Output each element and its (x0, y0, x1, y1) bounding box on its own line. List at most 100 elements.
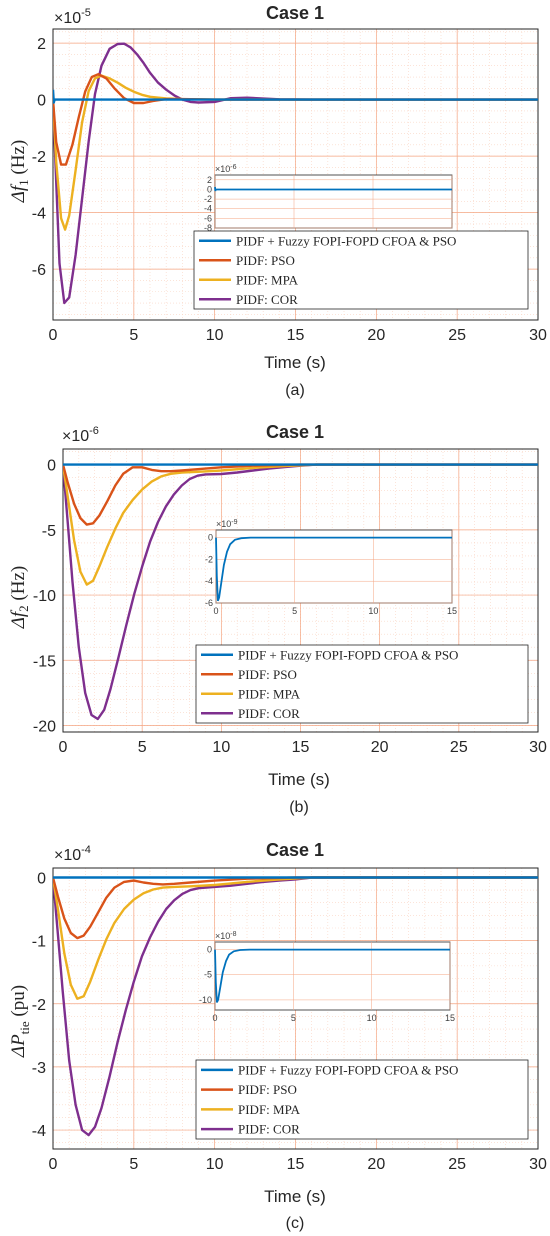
y-axis-label-b: Δf2 (Hz) (8, 566, 31, 630)
legend-label: PIDF: MPA (238, 686, 301, 701)
y-tick-label: -3 (32, 1060, 46, 1077)
inset-y-exponent: ×10-6 (215, 164, 237, 174)
legend-a: PIDF + Fuzzy FOPI-FOPD CFOA & PSO PIDF: P… (193, 230, 529, 310)
y-tick-label: -5 (42, 523, 56, 540)
legend-label: PIDF: COR (238, 1122, 300, 1137)
series-line-4 (63, 463, 538, 721)
legend-label: PIDF: COR (236, 292, 298, 307)
x-tick-label: 25 (448, 327, 466, 344)
legend-box (195, 1059, 529, 1140)
panel-b: Case 1 ×10-6 0 5 10 15 20 25 300-5-10-15-200 5 1… (8, 422, 547, 816)
x-tick-label: 15 (292, 739, 310, 756)
y-exponent-b: ×10-6 (62, 425, 99, 445)
inset-y-tick-label: -10 (199, 995, 212, 1005)
legend-c: PIDF + Fuzzy FOPI-FOPD CFOA & PSO PIDF: P… (195, 1059, 529, 1140)
legend-label: PIDF: PSO (238, 667, 297, 682)
x-tick-label: 5 (129, 1156, 138, 1173)
y-tick-label: -2 (32, 149, 46, 166)
y-tick-label: -6 (32, 262, 46, 279)
y-axis-label-c: ΔPtie (pu) (8, 985, 32, 1058)
panel-c: Case 1 ×10-4 0 5 10 15 20 25 300-1-2-3-40 5 10 15… (8, 840, 547, 1232)
x-tick-label: 25 (448, 1156, 466, 1173)
inset-y-tick-label: -6 (205, 598, 213, 608)
x-tick-label: 30 (529, 1156, 547, 1173)
inset-y-tick-label: -4 (205, 576, 213, 586)
inset-box (215, 529, 453, 604)
x-tick-label: 5 (129, 327, 138, 344)
plot-area-a: 05101520253020-2-4-605101520-2-4-6-8×10-… (32, 28, 547, 344)
y-tick-label: 0 (37, 870, 46, 887)
legend-label: PIDF: PSO (238, 1082, 297, 1097)
y-tick-label: -4 (32, 206, 46, 223)
legend-b: PIDF + Fuzzy FOPI-FOPD CFOA & PSO PIDF: P… (195, 644, 529, 724)
series-line-3 (53, 876, 538, 1000)
x-tick-label: 0 (49, 1156, 58, 1173)
series-lines (63, 463, 538, 721)
x-tick-label: 0 (59, 739, 68, 756)
series-line-2 (63, 463, 538, 526)
inset-y-tick-label: 0 (208, 533, 213, 543)
inset-y-tick-label: -8 (204, 223, 212, 233)
inset-series-line (214, 948, 450, 1003)
series-line-4 (53, 876, 538, 1137)
chart-title-c: Case 1 (266, 840, 324, 860)
y-tick-label: -1 (32, 934, 46, 951)
x-tick-label: 5 (138, 739, 147, 756)
y-exponent-c: ×10-4 (54, 844, 91, 864)
legend-label: PIDF: MPA (236, 272, 299, 287)
inset-y-exponent: ×10-8 (215, 931, 237, 941)
axes-box (62, 448, 539, 733)
panel-a: Case 1 ×10-5 05101520253020-2-4-60510152… (8, 3, 547, 399)
series-lines (53, 876, 538, 1137)
legend-label: PIDF: PSO (236, 253, 295, 268)
inset-x-tick-label: 10 (367, 1013, 377, 1023)
series-line-3 (63, 463, 538, 586)
x-tick-label: 20 (367, 327, 385, 344)
legend-label: PIDF + Fuzzy FOPI-FOPD CFOA & PSO (238, 647, 458, 662)
x-tick-label: 20 (367, 1156, 385, 1173)
legend-label: PIDF + Fuzzy FOPI-FOPD CFOA & PSO (236, 233, 456, 248)
y-tick-label: -2 (32, 997, 46, 1014)
caption-b: (b) (289, 799, 309, 816)
x-tick-label: 15 (287, 327, 305, 344)
plot-area-c: 0 5 10 15 20 25 300-1-2-3-40 5 10 150-5-10×10-8PI… (32, 867, 547, 1173)
inset-series-line (214, 186, 452, 192)
x-tick-label: 10 (206, 327, 224, 344)
axes-box (52, 28, 539, 321)
chart-title-a: Case 1 (266, 3, 324, 23)
legend-box (193, 230, 529, 310)
inset-plot-c: 0 5 10 15 0 -5 -10 ×10-8 (199, 931, 455, 1023)
plot-area-b: 0 5 10 15 20 25 300-5-10-15-200 5 10 150-2-4-6×10… (33, 448, 547, 756)
inset-x-tick-label: 5 (291, 1013, 296, 1023)
y-tick-label: 0 (47, 458, 56, 475)
y-tick-label: 0 (37, 93, 46, 110)
series-line-2 (53, 876, 538, 940)
y-tick-label: -4 (32, 1123, 46, 1140)
inset-y-tick-label: -4 (204, 204, 212, 214)
inset-y-tick-label: -5 (204, 970, 212, 980)
inset-box (214, 174, 453, 229)
x-axis-label-c: Time (s) (264, 1187, 326, 1206)
caption-c: (c) (286, 1215, 305, 1232)
x-tick-label: 15 (287, 1156, 305, 1173)
legend-label: PIDF: MPA (238, 1102, 301, 1117)
inset-y-tick-label: -2 (205, 554, 213, 564)
y-axis-label-a: Δf1 (Hz) (8, 140, 31, 204)
inset-box (214, 941, 451, 1011)
x-tick-label: 0 (49, 327, 58, 344)
inset-x-tick-label: 15 (447, 606, 457, 616)
inset-y-tick-label: -6 (204, 213, 212, 223)
y-exponent-a: ×10-5 (54, 7, 91, 27)
inset-y-tick-label: 0 (207, 184, 212, 194)
x-tick-label: 30 (529, 327, 547, 344)
series-lines (53, 42, 538, 305)
inset-x-tick-label: 5 (292, 606, 297, 616)
y-tick-label: -15 (33, 653, 56, 670)
x-tick-label: 30 (529, 739, 547, 756)
inset-y-tick-label: 2 (207, 175, 212, 185)
inset-x-tick-label: 10 (368, 606, 378, 616)
x-tick-label: 20 (371, 739, 389, 756)
series-line-1 (53, 89, 538, 104)
